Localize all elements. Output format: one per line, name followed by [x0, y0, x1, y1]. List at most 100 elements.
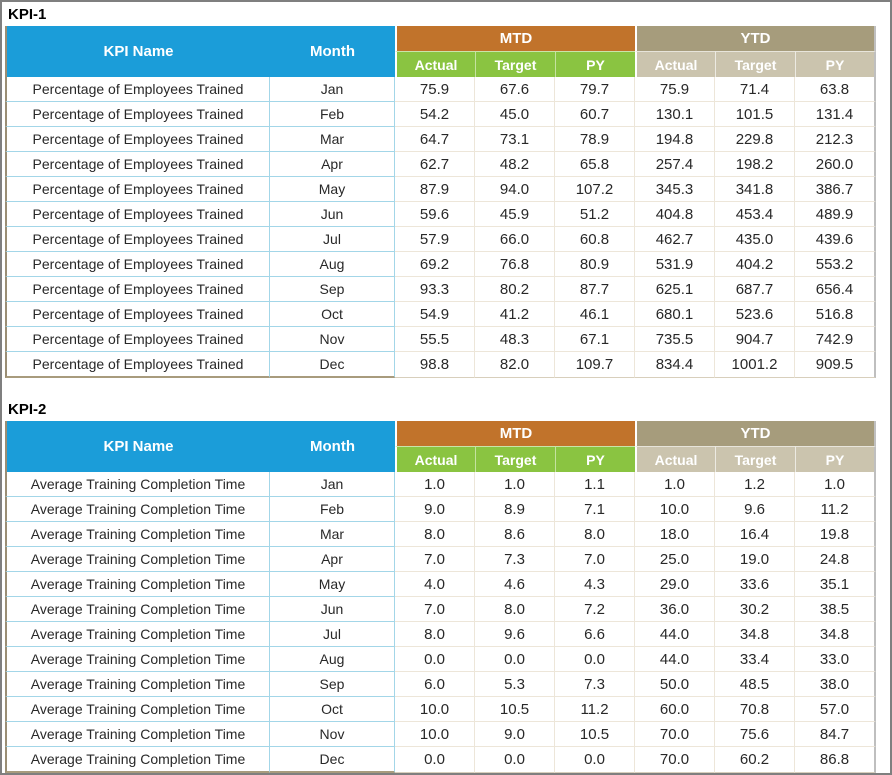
month-cell: Sep	[270, 672, 395, 697]
mtd-target-cell: 73.1	[475, 127, 555, 152]
ytd-target-cell: 904.7	[715, 327, 795, 352]
mtd-target-cell: 48.2	[475, 152, 555, 177]
month-cell: Oct	[270, 697, 395, 722]
mtd-target-cell: 9.6	[475, 622, 555, 647]
ytd-actual-cell: 10.0	[635, 497, 715, 522]
kpi-name-cell: Percentage of Employees Trained	[5, 277, 270, 302]
ytd-py-cell: 57.0	[795, 697, 877, 722]
ytd-actual-cell: 44.0	[635, 622, 715, 647]
table-row: Percentage of Employees Trained Sep 93.3 80…	[5, 277, 877, 302]
table-row: Average Training Completion Time May 4.0 4.…	[5, 572, 877, 597]
kpi1-table-body: Percentage of Employees Trained Jan 75.9 67…	[5, 77, 877, 378]
mtd-target-cell: 82.0	[475, 352, 555, 378]
mtd-py-cell: 79.7	[555, 77, 635, 102]
sub-header-row: Actual Target PY Actual Target PY	[5, 446, 877, 472]
kpi-name-cell: Percentage of Employees Trained	[5, 102, 270, 127]
kpi-name-cell: Percentage of Employees Trained	[5, 302, 270, 327]
ytd-py-cell: 386.7	[795, 177, 877, 202]
month-cell: Feb	[270, 497, 395, 522]
mtd-target-cell: 8.0	[475, 597, 555, 622]
ytd-target-cell: 48.5	[715, 672, 795, 697]
mtd-target-cell: 76.8	[475, 252, 555, 277]
mtd-actual-cell: 0.0	[395, 747, 475, 773]
month-cell: Sep	[270, 277, 395, 302]
kpi-name-cell: Percentage of Employees Trained	[5, 327, 270, 352]
table-row: Average Training Completion Time Jun 7.0 8.…	[5, 597, 877, 622]
kpi-name-cell: Percentage of Employees Trained	[5, 202, 270, 227]
sub-header-row: Actual Target PY Actual Target PY	[5, 51, 877, 77]
ytd-actual-cell: 44.0	[635, 647, 715, 672]
mtd-actual-cell: 55.5	[395, 327, 475, 352]
ytd-target-cell: 60.2	[715, 747, 795, 773]
mtd-actual-cell: 93.3	[395, 277, 475, 302]
mtd-py-cell: 109.7	[555, 352, 635, 378]
ytd-target-cell: 435.0	[715, 227, 795, 252]
mtd-actual-cell: 87.9	[395, 177, 475, 202]
mtd-actual-cell: 69.2	[395, 252, 475, 277]
ytd-actual-cell: 345.3	[635, 177, 715, 202]
mtd-py-header: PY	[555, 446, 635, 472]
month-cell: Jan	[270, 472, 395, 497]
kpi1-section: KPI-1 KPI Name Month MTD YTD Actual Targ…	[5, 4, 890, 378]
month-cell: Mar	[270, 522, 395, 547]
ytd-py-header: PY	[795, 51, 877, 77]
month-header: Month	[270, 421, 395, 472]
table-row: Average Training Completion Time Jul 8.0 9.…	[5, 622, 877, 647]
table-row: Average Training Completion Time Sep 6.0 5.…	[5, 672, 877, 697]
ytd-actual-header: Actual	[635, 446, 715, 472]
ytd-py-cell: 24.8	[795, 547, 877, 572]
month-cell: Jun	[270, 597, 395, 622]
ytd-actual-cell: 834.4	[635, 352, 715, 378]
ytd-target-cell: 16.4	[715, 522, 795, 547]
month-cell: Dec	[270, 747, 395, 773]
kpi-name-cell: Average Training Completion Time	[5, 672, 270, 697]
mtd-target-cell: 45.9	[475, 202, 555, 227]
mtd-py-cell: 7.0	[555, 547, 635, 572]
table-row: Percentage of Employees Trained Jul 57.9 66…	[5, 227, 877, 252]
ytd-py-cell: 909.5	[795, 352, 877, 378]
ytd-py-cell: 38.0	[795, 672, 877, 697]
ytd-actual-cell: 29.0	[635, 572, 715, 597]
month-cell: Dec	[270, 352, 395, 378]
ytd-actual-cell: 18.0	[635, 522, 715, 547]
ytd-actual-cell: 194.8	[635, 127, 715, 152]
mtd-target-cell: 8.6	[475, 522, 555, 547]
ytd-py-cell: 553.2	[795, 252, 877, 277]
kpi-name-cell: Percentage of Employees Trained	[5, 352, 270, 378]
month-cell: Jun	[270, 202, 395, 227]
ytd-py-cell: 516.8	[795, 302, 877, 327]
ytd-py-cell: 742.9	[795, 327, 877, 352]
month-cell: Apr	[270, 547, 395, 572]
mtd-target-cell: 41.2	[475, 302, 555, 327]
mtd-actual-cell: 7.0	[395, 547, 475, 572]
ytd-actual-cell: 70.0	[635, 722, 715, 747]
table-row: Percentage of Employees Trained Oct 54.9 41…	[5, 302, 877, 327]
month-cell: Jul	[270, 227, 395, 252]
ytd-py-cell: 212.3	[795, 127, 877, 152]
table-row: Average Training Completion Time Dec 0.0 0.…	[5, 747, 877, 773]
mtd-target-cell: 10.5	[475, 697, 555, 722]
table-row: Percentage of Employees Trained Mar 64.7 73…	[5, 127, 877, 152]
table-row: Percentage of Employees Trained Feb 54.2 45…	[5, 102, 877, 127]
ytd-py-cell: 86.8	[795, 747, 877, 773]
mtd-actual-cell: 7.0	[395, 597, 475, 622]
ytd-target-cell: 341.8	[715, 177, 795, 202]
kpi-name-cell: Average Training Completion Time	[5, 522, 270, 547]
table-row: Percentage of Employees Trained Apr 62.7 48…	[5, 152, 877, 177]
mtd-py-cell: 10.5	[555, 722, 635, 747]
mtd-target-cell: 45.0	[475, 102, 555, 127]
kpi-name-cell: Percentage of Employees Trained	[5, 177, 270, 202]
kpi-name-cell: Percentage of Employees Trained	[5, 77, 270, 102]
ytd-actual-cell: 130.1	[635, 102, 715, 127]
kpi-name-cell: Average Training Completion Time	[5, 622, 270, 647]
month-cell: Feb	[270, 102, 395, 127]
mtd-actual-header: Actual	[395, 446, 475, 472]
kpi-name-cell: Percentage of Employees Trained	[5, 127, 270, 152]
month-cell: Aug	[270, 647, 395, 672]
ytd-py-cell: 439.6	[795, 227, 877, 252]
month-cell: Apr	[270, 152, 395, 177]
mtd-py-cell: 87.7	[555, 277, 635, 302]
month-cell: Aug	[270, 252, 395, 277]
kpi-name-cell: Percentage of Employees Trained	[5, 252, 270, 277]
mtd-actual-cell: 57.9	[395, 227, 475, 252]
